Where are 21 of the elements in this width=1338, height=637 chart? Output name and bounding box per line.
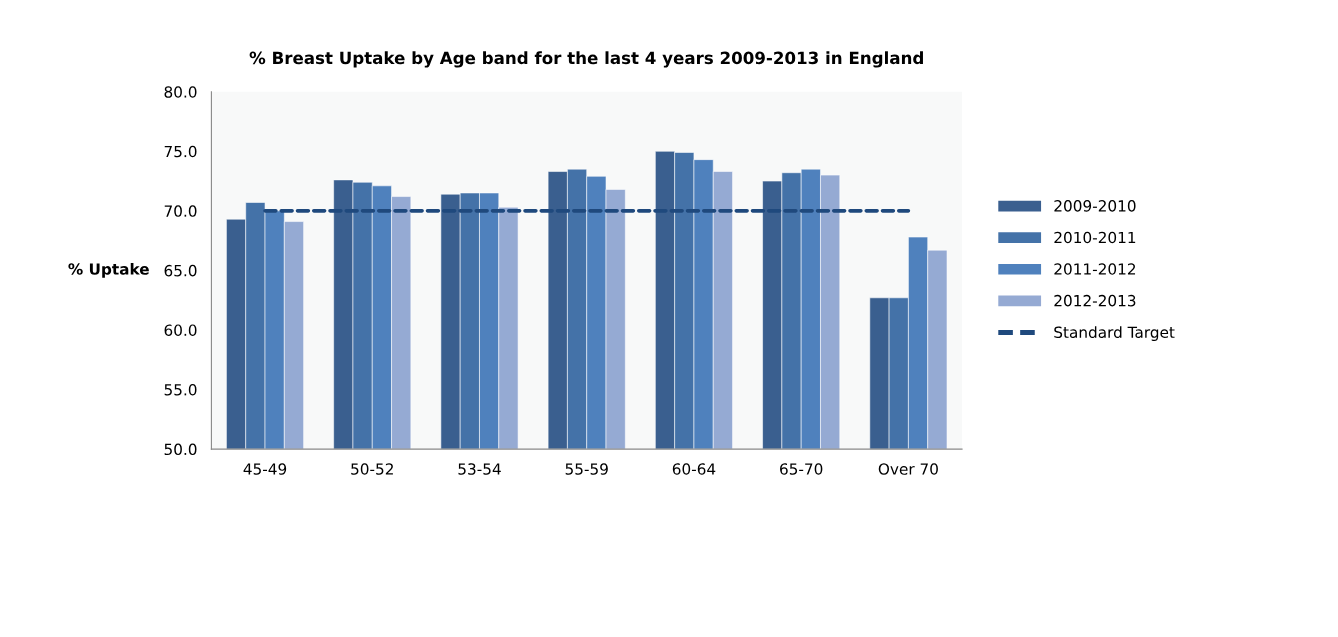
y-axis-title: % Uptake	[68, 263, 149, 278]
x-tick-label: Over 70	[878, 463, 938, 475]
y-tick-label: 80.0	[164, 86, 197, 98]
y-tick-label: 70.0	[164, 205, 197, 217]
legend-label: Standard Target	[1054, 326, 1175, 341]
y-tick-label: 60.0	[164, 324, 197, 336]
x-tick-label: 55-59	[565, 463, 608, 475]
x-tick-label: 60-64	[672, 463, 716, 475]
x-tick-label: 65-70	[780, 463, 823, 475]
y-tick-label: 65.0	[164, 264, 197, 277]
legend-label: 2011-2012	[1054, 263, 1136, 275]
chart-title: % Breast Uptake by Age band for the last 4 years 2009-2013 in England	[249, 51, 923, 68]
legend-label: 2009-2010	[1054, 200, 1136, 212]
legend-label: 2012-2013	[1054, 294, 1136, 307]
legend-label: 2010-2011	[1054, 231, 1136, 244]
x-tick-label: 45-49	[243, 463, 287, 475]
y-tick-label: 55.0	[164, 383, 197, 396]
x-tick-label: 53-54	[458, 463, 501, 475]
y-tick-label: 75.0	[164, 145, 197, 158]
y-tick-label: 50.0	[164, 443, 197, 456]
x-tick-label: 50-52	[351, 463, 393, 475]
